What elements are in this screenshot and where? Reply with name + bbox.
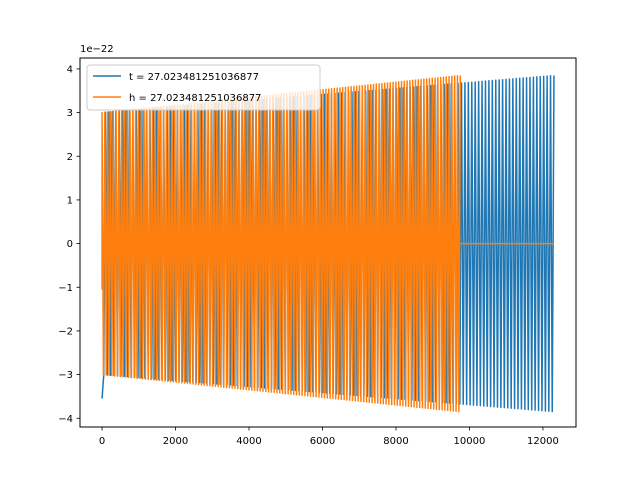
legend-label-t: t = 27.023481251036877 xyxy=(129,72,259,83)
y-scale-label: 1e−22 xyxy=(80,44,114,55)
x-axis: 0 2000 4000 6000 8000 10000 12000 xyxy=(99,427,559,447)
y-tick-label: 1 xyxy=(67,195,73,206)
axes-frame xyxy=(79,57,577,428)
legend-label-h: h = 27.023481251036877 xyxy=(129,93,261,104)
x-tick-label: 2000 xyxy=(163,436,188,447)
legend-box xyxy=(86,64,321,111)
x-tick-label: 10000 xyxy=(454,436,486,447)
y-tick-label: 2 xyxy=(67,152,73,163)
y-tick-label: −3 xyxy=(58,370,73,381)
y-tick-label: −4 xyxy=(58,414,73,425)
x-tick-label: 12000 xyxy=(527,436,559,447)
series-line-h xyxy=(101,75,462,413)
y-tick-label: 0 xyxy=(67,239,73,250)
x-tick-label: 6000 xyxy=(310,436,335,447)
x-tick-label: 0 xyxy=(99,436,105,447)
x-tick-label: 4000 xyxy=(236,436,261,447)
x-tick-label: 8000 xyxy=(383,436,408,447)
y-tick-label: 4 xyxy=(67,64,73,75)
y-tick-label: 3 xyxy=(67,108,73,119)
y-tick-label: −1 xyxy=(58,283,73,294)
y-tick-label: −2 xyxy=(58,326,73,337)
legend: t = 27.023481251036877 h = 27.0234812510… xyxy=(86,64,321,111)
y-axis: −4 −3 −2 −1 0 1 2 3 4 xyxy=(58,64,80,425)
